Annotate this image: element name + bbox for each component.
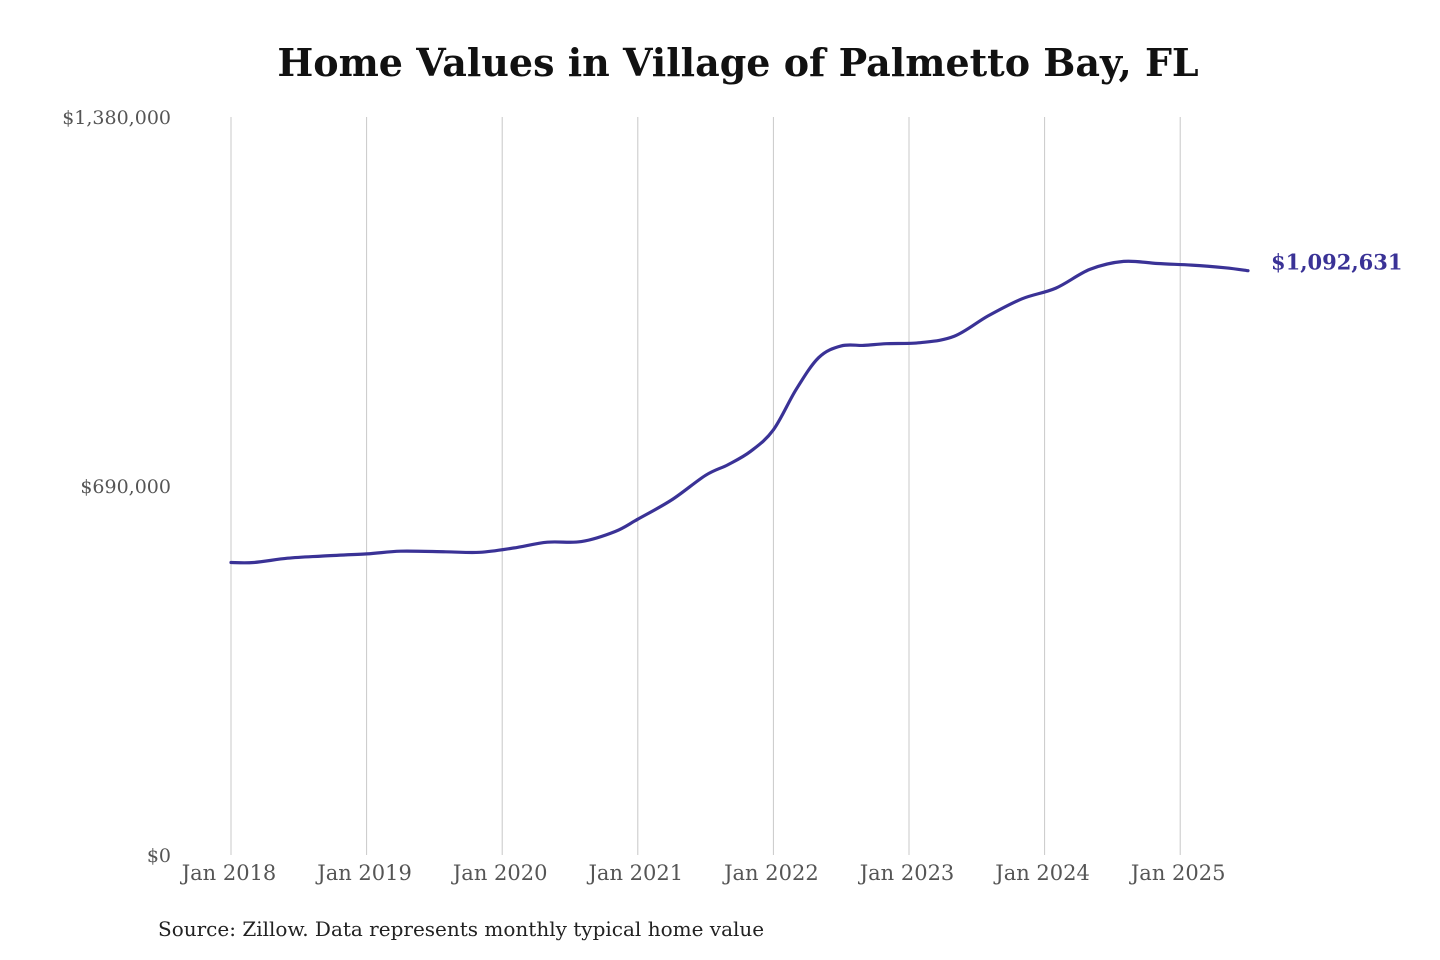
grid-lines <box>230 117 1181 855</box>
y-tick-label: $690,000 <box>80 476 171 498</box>
x-tick-label: Jan 2025 <box>1129 861 1226 885</box>
end-value-labels: $1,092,631 <box>1271 250 1403 275</box>
x-tick-label: Jan 2024 <box>993 861 1090 885</box>
x-tick-label: Jan 2018 <box>180 861 277 885</box>
x-axis-ticks: Jan 2018 Jan 2019 Jan 2020 Jan 2021 Jan 2022… <box>180 861 1226 885</box>
x-tick-label: Jan 2022 <box>722 861 819 885</box>
x-tick-label: Jan 2023 <box>858 861 955 885</box>
end-value-label: $1,092,631 <box>1271 250 1403 275</box>
chart-title: Home Values in Village of Palmetto Bay, … <box>277 40 1199 85</box>
x-tick-label: Jan 2019 <box>315 861 412 885</box>
x-tick-label: Jan 2020 <box>451 861 548 885</box>
series-line <box>229 259 1250 565</box>
x-tick-label: Jan 2021 <box>587 861 684 885</box>
y-tick-label: $1,380,000 <box>62 107 171 129</box>
source-note: Source: Zillow. Data represents monthly … <box>158 917 765 941</box>
y-tick-label: $0 <box>147 845 171 867</box>
y-axis-ticks: $0 $690,000 $1,380,000 <box>62 107 171 867</box>
series-lines <box>229 259 1250 565</box>
